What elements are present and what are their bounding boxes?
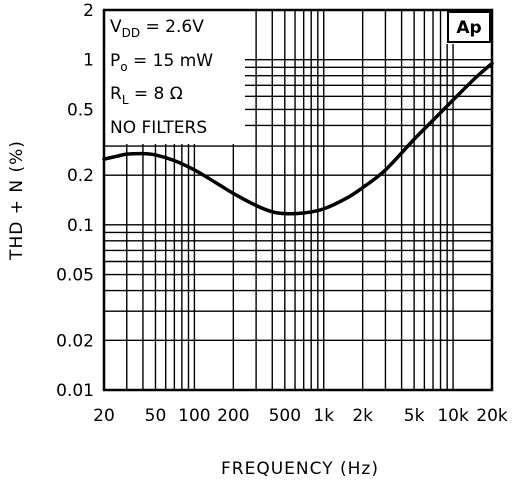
- x-tick-label: 50: [145, 406, 167, 426]
- x-tick-label: 1k: [313, 406, 334, 426]
- x-tick-label: 10k: [437, 406, 469, 426]
- test-conditions-box: VDD = 2.6V Po = 15 mW RL = 8 Ω NO FILTER…: [110, 17, 213, 138]
- y-tick-label: 1: [83, 51, 94, 71]
- ap-logo-box: [447, 11, 491, 43]
- grid-lines: [104, 10, 492, 390]
- ap-logo-text: Ap: [456, 18, 481, 38]
- filters-condition: NO FILTERS: [110, 118, 207, 138]
- y-axis-label: THD + N (%): [7, 140, 27, 261]
- y-tick-label: 0.1: [67, 216, 94, 236]
- po-condition: Po = 15 mW: [110, 51, 213, 74]
- rl-condition: RL = 8 Ω: [110, 84, 183, 107]
- y-tick-label: 2: [83, 1, 94, 21]
- y-tick-label: 0.01: [56, 381, 94, 401]
- ap-logo: Ap: [447, 11, 491, 43]
- thd-n-series-line: [102, 61, 494, 216]
- x-tick-labels: 20 50 100 200 500 1k 2k 5k 10k 20k: [93, 406, 508, 426]
- x-axis-label: FREQUENCY (Hz): [221, 459, 379, 479]
- x-tick-label: 20k: [476, 406, 508, 426]
- series-group: [102, 61, 494, 216]
- x-tick-label: 5k: [404, 406, 425, 426]
- x-tick-label: 100: [178, 406, 210, 426]
- x-tick-label: 2k: [352, 406, 373, 426]
- x-tick-label: 500: [269, 406, 301, 426]
- x-tick-label: 200: [217, 406, 249, 426]
- y-tick-label: 0.05: [56, 266, 94, 286]
- vdd-condition: VDD = 2.6V: [110, 17, 204, 40]
- plot-frame: [102, 8, 494, 392]
- y-tick-label: 0.02: [56, 331, 94, 351]
- conditions-background: [105, 11, 245, 144]
- y-tick-label: 0.5: [67, 100, 94, 120]
- y-tick-labels: 0.01 0.02 0.05 0.1 0.2 0.5 1 2: [56, 1, 94, 401]
- x-tick-label: 20: [93, 406, 115, 426]
- y-tick-label: 0.2: [67, 166, 94, 186]
